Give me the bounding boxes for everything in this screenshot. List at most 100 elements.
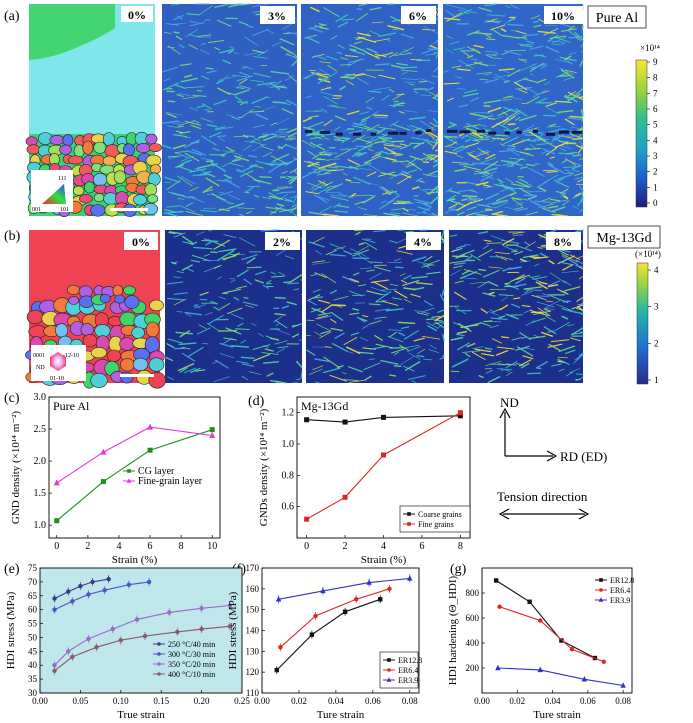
gnd-streak	[287, 31, 298, 35]
gnd-streak	[511, 158, 523, 166]
gnd-streak	[168, 191, 185, 197]
gnd-streak	[532, 133, 545, 142]
gnd-streak	[569, 337, 581, 342]
gnd-streak	[565, 371, 574, 377]
gnd-streak	[569, 254, 581, 261]
gnd-streak	[463, 165, 481, 171]
gnd-streak	[181, 235, 194, 244]
gnd-streak	[399, 143, 407, 146]
gnd-streak	[216, 19, 232, 27]
gnd-streak	[446, 12, 463, 22]
data-point	[52, 668, 57, 673]
gnd-streak	[220, 149, 235, 156]
gnd-streak	[339, 85, 347, 91]
grain	[67, 284, 81, 296]
gnd-streak	[270, 122, 278, 126]
gnd-streak	[542, 293, 549, 296]
gnd-streak	[393, 351, 399, 356]
gnd-streak	[374, 334, 383, 341]
gnd-streak	[218, 137, 226, 142]
gnd-streak	[429, 45, 438, 50]
gnd-streak	[352, 252, 361, 255]
panel-label-a: (a)	[4, 9, 20, 24]
gnd-streak	[229, 46, 235, 49]
gnd-streak	[481, 353, 495, 357]
gnd-streak	[390, 348, 405, 354]
gnd-streak	[390, 212, 401, 214]
gnd-streak	[285, 255, 295, 260]
gnd-streak	[521, 290, 533, 296]
series-line	[276, 598, 381, 671]
panel-label-b: (b)	[4, 229, 21, 244]
gnd-streak	[394, 290, 408, 299]
y-tick-label: 45	[28, 646, 38, 656]
gnd-streak	[210, 251, 218, 254]
data-point	[313, 613, 318, 619]
gnd-streak	[498, 149, 517, 153]
gnd-streak	[432, 141, 439, 150]
gnd-streak	[368, 90, 382, 94]
gnd-streak	[311, 183, 325, 193]
gnd-streak	[423, 358, 433, 361]
gnd-streak	[545, 315, 557, 323]
gnd-streak	[191, 254, 211, 262]
gnd-streak	[537, 246, 543, 249]
gnd-streak	[417, 348, 426, 354]
gnd-streak	[319, 206, 332, 214]
gnd-streak	[200, 49, 210, 55]
gnd-streak	[507, 18, 516, 22]
gnd-streak	[459, 146, 468, 148]
gnd-streak	[218, 296, 226, 300]
gnd-streak	[334, 210, 349, 213]
gnd-streak	[311, 307, 326, 315]
gnd-streak	[507, 123, 516, 126]
gnd-streak	[228, 194, 240, 200]
gnd-streak	[219, 302, 231, 310]
gnd-streak	[378, 186, 392, 194]
gnd-streak	[462, 51, 470, 57]
gnd-streak	[362, 323, 371, 329]
gnd-streak	[196, 105, 205, 109]
gnd-streak	[545, 24, 558, 27]
gnd-streak	[317, 315, 332, 320]
gnd-streak	[579, 185, 584, 192]
data-point	[126, 478, 132, 483]
gnd-streak	[527, 372, 541, 375]
gnd-streak	[439, 357, 445, 360]
gnd-streak	[301, 139, 316, 149]
gnd-streak	[322, 133, 335, 136]
gnd-streak	[318, 23, 326, 26]
gnd-streak	[410, 58, 423, 61]
gnd-streak	[547, 164, 564, 174]
gnd-streak	[295, 153, 298, 155]
y-axis-label: GND density (×10¹⁴ m⁻²)	[10, 411, 22, 525]
gnd-streak	[333, 246, 346, 251]
gnd-streak	[323, 96, 338, 105]
series-line	[56, 426, 213, 484]
gnd-streak	[515, 207, 529, 212]
gnd-streak	[558, 128, 574, 131]
gnd-streak	[485, 192, 500, 200]
y-tick-label: 70	[28, 577, 38, 587]
gnd-streak	[318, 68, 331, 76]
gnd-streak	[261, 352, 279, 355]
y-tick-label: 110	[246, 688, 260, 698]
gnd-streak	[561, 315, 569, 320]
gnd-streak	[403, 287, 417, 291]
gnd-streak	[477, 152, 485, 155]
gnd-streak	[514, 116, 521, 121]
gnd-streak	[295, 378, 301, 381]
gnd-streak	[543, 139, 549, 144]
gnd-streak	[503, 106, 518, 113]
gnd-streak	[337, 44, 345, 49]
gnd-streak	[166, 281, 184, 285]
x-tick-label: 4	[381, 541, 386, 552]
gnd-streak	[535, 281, 548, 290]
gnd-streak	[367, 111, 379, 119]
gnd-streak	[310, 6, 320, 13]
gnd-streak	[454, 291, 467, 300]
gnd-streak	[574, 31, 584, 42]
gnd-streak	[289, 273, 303, 283]
gnd-streak	[192, 119, 200, 124]
gnd-streak	[519, 332, 531, 340]
